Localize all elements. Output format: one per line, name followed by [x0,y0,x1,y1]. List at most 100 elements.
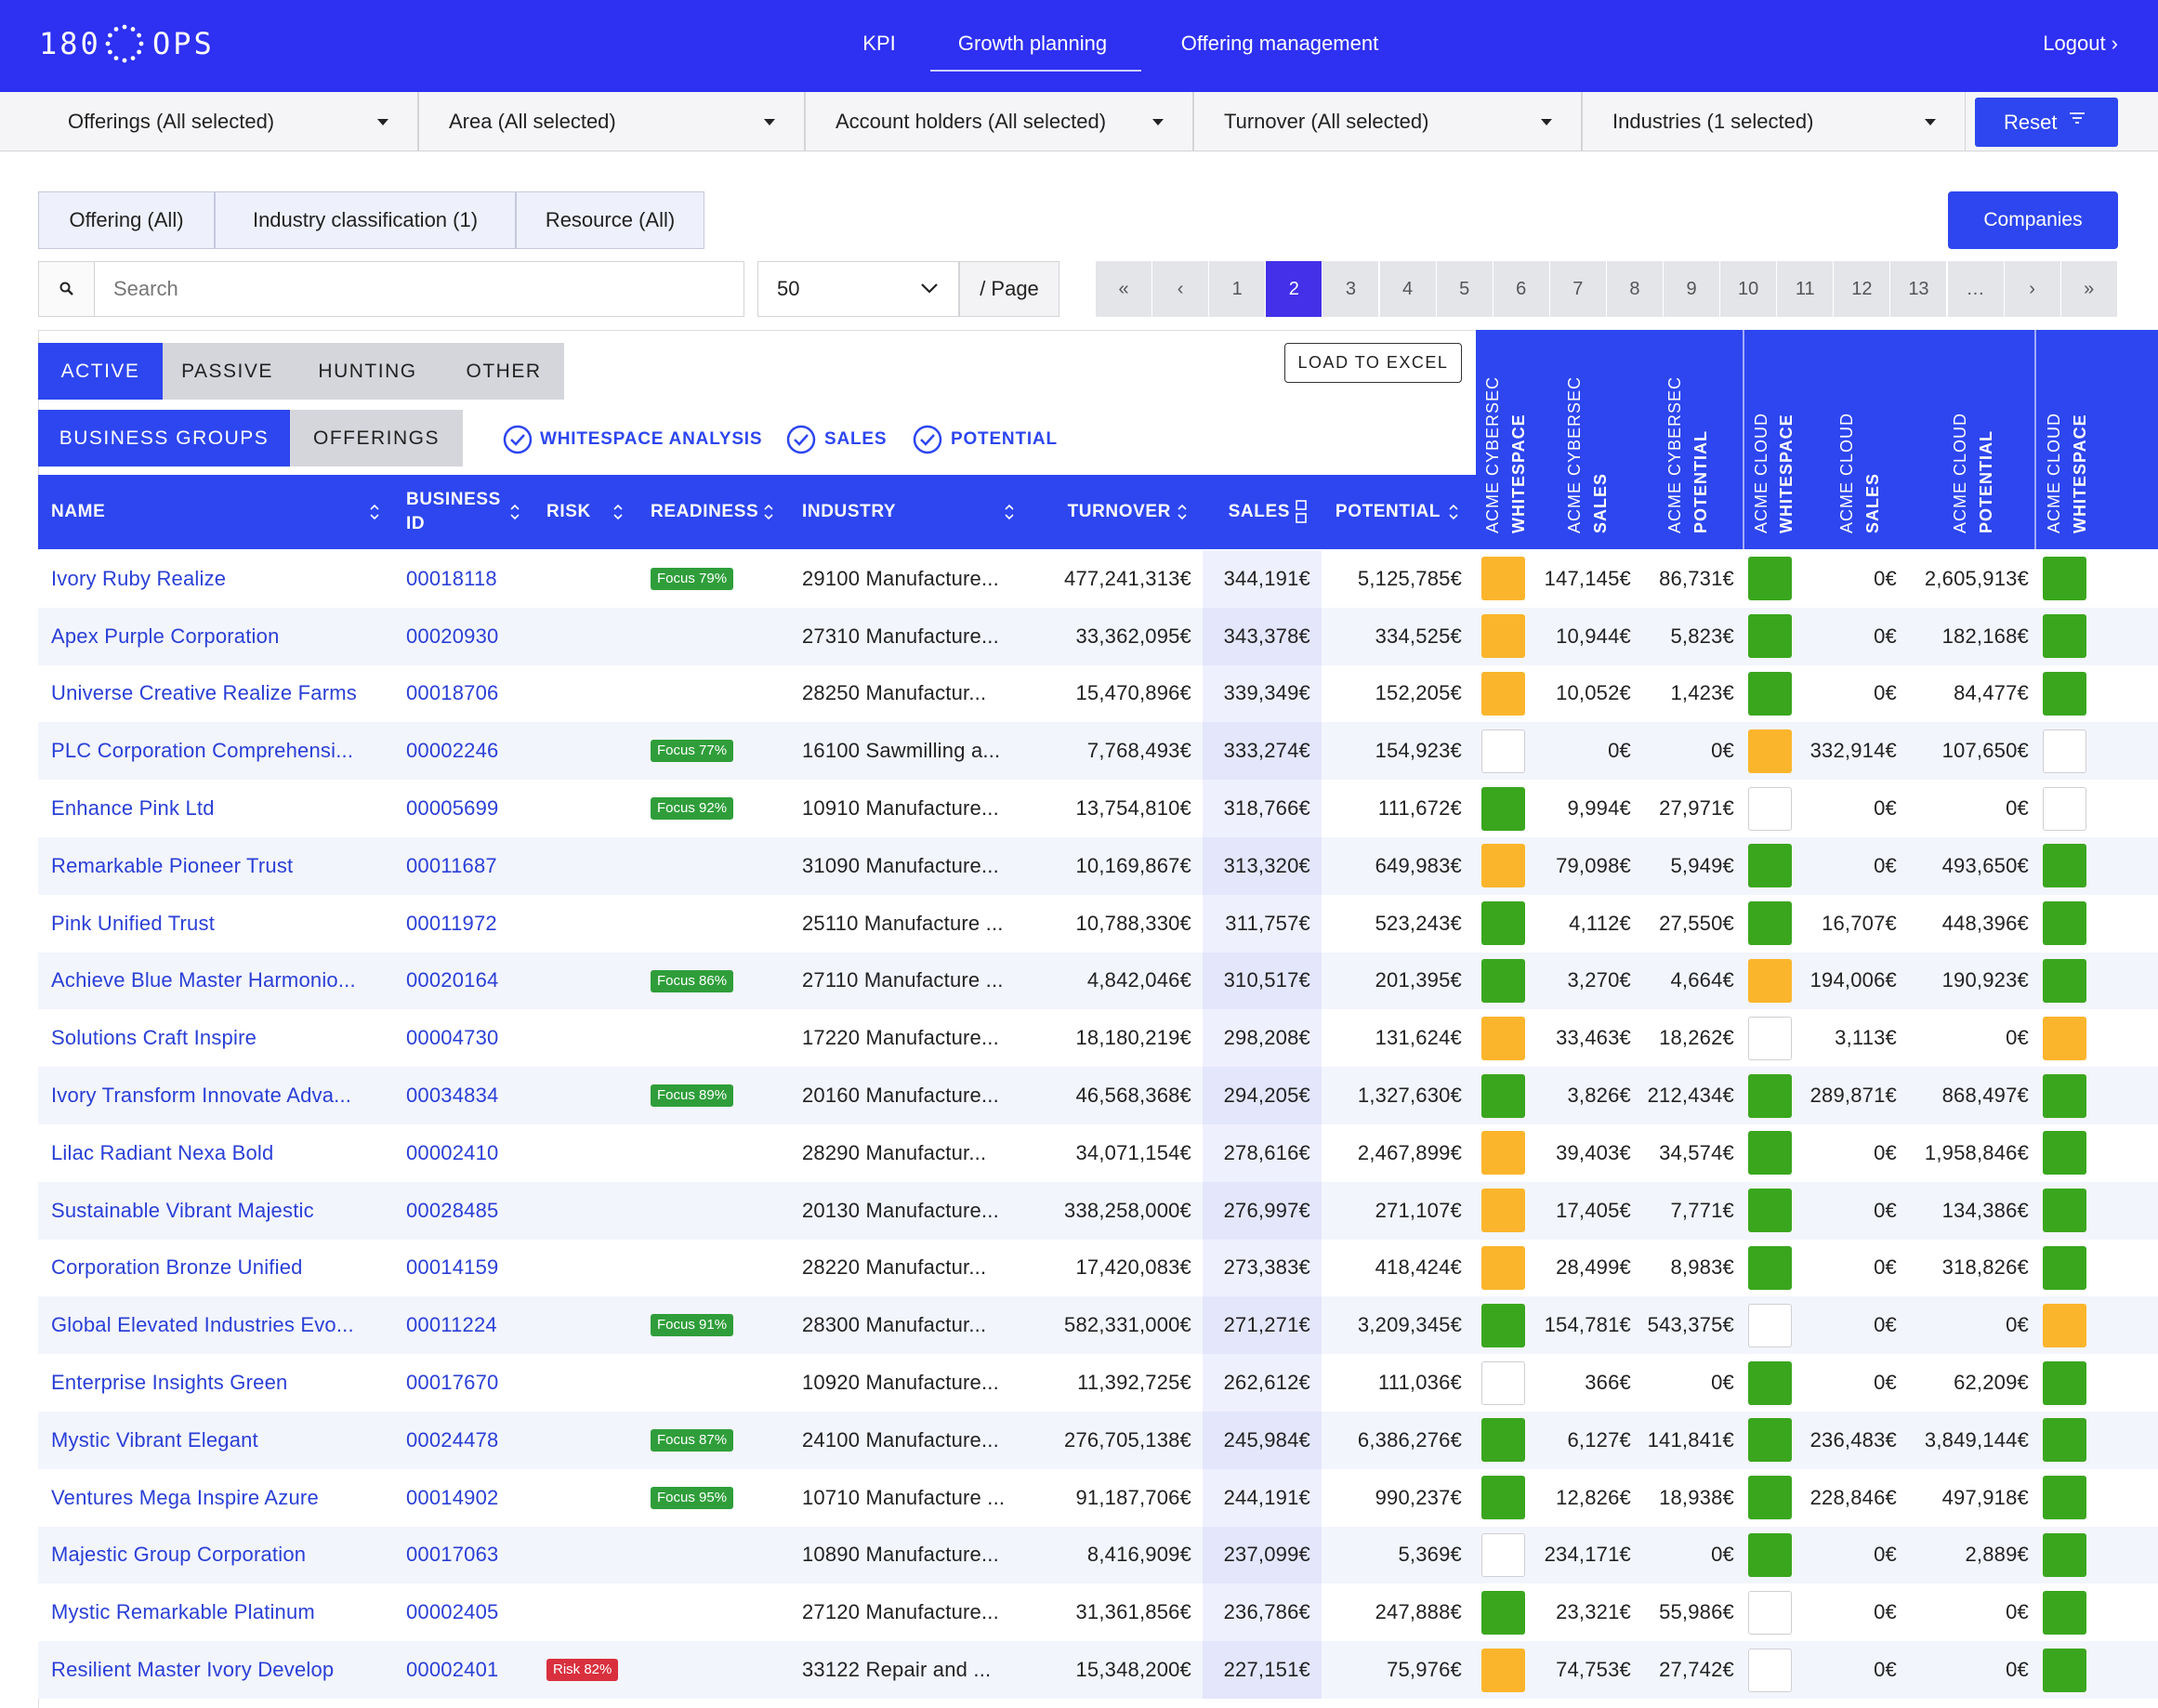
business-id[interactable]: 00004730 [406,1009,536,1067]
page-button[interactable]: 4 [1380,261,1437,317]
whitespace-box[interactable] [2043,901,2086,945]
logout[interactable]: Logout › [1932,25,2118,62]
page-button[interactable]: » [2061,261,2118,317]
toggle-label[interactable]: POTENTIAL [951,421,1230,458]
column-header[interactable]: SALES [1199,475,1290,549]
view-tab[interactable]: BUSINESS GROUPS [38,410,290,466]
page-button[interactable]: 1 [1209,261,1266,317]
company-name[interactable]: Achieve Blue Master Harmonio... [51,953,404,1010]
whitespace-box[interactable] [2043,1189,2086,1232]
whitespace-box[interactable] [2043,614,2086,658]
company-name[interactable]: Ventures Mega Inspire Azure [51,1469,404,1527]
whitespace-box[interactable] [2043,1017,2086,1060]
company-name[interactable]: Universe Creative Realize Farms [51,665,404,723]
whitespace-box[interactable] [2043,1246,2086,1290]
search-input[interactable]: Search [94,261,744,317]
page-button[interactable]: 13 [1890,261,1947,317]
business-id[interactable]: 00002405 [406,1583,536,1641]
business-id[interactable]: 00011224 [406,1296,536,1354]
whitespace-box[interactable] [2043,1361,2086,1405]
company-name[interactable]: Apex Purple Corporation [51,608,404,665]
page-button[interactable]: 10 [1720,261,1777,317]
company-name[interactable]: Ivory Transform Innovate Adva... [51,1067,404,1124]
company-name[interactable]: Ivory Ruby Realize [51,550,404,608]
whitespace-box[interactable] [2043,1591,2086,1635]
column-header[interactable]: INDUSTRY [802,475,988,549]
status-tab[interactable]: OTHER [443,343,564,400]
whitespace-box[interactable] [2043,787,2086,831]
company-name[interactable]: Majestic Group Corporation [51,1527,404,1584]
filter-dropdown[interactable]: Industries (1 selected) [1582,92,1966,151]
business-id[interactable]: 00017063 [406,1527,536,1584]
business-id[interactable]: 00018118 [406,550,536,608]
whitespace-box[interactable] [2043,1649,2086,1692]
page-button[interactable]: « [1096,261,1152,317]
company-name[interactable]: Sustainable Vibrant Majestic [51,1182,404,1240]
view-tab[interactable]: OFFERINGS [290,410,463,466]
company-name[interactable]: Corporation Bronze Unified [51,1240,404,1297]
filter-tab[interactable]: Industry classification (1) [215,191,516,249]
page-button[interactable]: ‹ [1152,261,1209,317]
whitespace-box[interactable] [2043,1533,2086,1577]
filter-dropdown[interactable]: Account holders (All selected) [805,92,1193,151]
whitespace-box[interactable] [2043,1131,2086,1175]
business-id[interactable]: 00018706 [406,665,536,723]
companies-button[interactable]: Companies [1948,191,2118,249]
page-button[interactable]: 12 [1834,261,1890,317]
filter-dropdown[interactable]: Turnover (All selected) [1193,92,1582,151]
business-id[interactable]: 00017670 [406,1354,536,1412]
business-id[interactable]: 00014159 [406,1240,536,1297]
reset-button[interactable]: Reset [1975,98,2118,147]
business-id[interactable]: 00002401 [406,1641,536,1699]
status-tab[interactable]: HUNTING [292,343,443,400]
business-id[interactable]: 00020164 [406,953,536,1010]
page-button[interactable]: 7 [1550,261,1607,317]
toggle-label[interactable]: WHITESPACE ANALYSIS [540,421,819,458]
column-header[interactable]: NAME [51,475,330,549]
whitespace-box[interactable] [2043,1476,2086,1519]
business-id[interactable]: 00011687 [406,837,536,895]
status-tab[interactable]: PASSIVE [163,343,292,400]
company-name[interactable]: Mystic Remarkable Platinum [51,1583,404,1641]
company-name[interactable]: PLC Corporation Comprehensi... [51,722,404,780]
whitespace-box[interactable] [2043,672,2086,716]
company-name[interactable]: Global Elevated Industries Evo... [51,1296,404,1354]
company-name[interactable]: Enterprise Insights Green [51,1354,404,1412]
company-name[interactable]: Lilac Radiant Nexa Bold [51,1124,404,1182]
company-name[interactable]: Pink Unified Trust [51,895,404,953]
company-name[interactable]: Mystic Vibrant Elegant [51,1412,404,1469]
status-tab[interactable]: ACTIVE [38,343,163,400]
page-button[interactable]: 9 [1664,261,1720,317]
page-button[interactable]: … [1948,261,2005,317]
filter-dropdown[interactable]: Offerings (All selected) [38,92,418,151]
whitespace-box[interactable] [2043,729,2086,773]
whitespace-box[interactable] [2043,1074,2086,1118]
business-id[interactable]: 00005699 [406,780,536,837]
whitespace-box[interactable] [2043,1418,2086,1462]
filter-dropdown[interactable]: Area (All selected) [418,92,805,151]
whitespace-box[interactable] [2043,1304,2086,1347]
page-button[interactable]: 5 [1437,261,1493,317]
page-button[interactable]: 6 [1493,261,1550,317]
filter-tab[interactable]: Resource (All) [516,191,704,249]
page-button[interactable]: 8 [1607,261,1664,317]
page-button[interactable]: 11 [1777,261,1834,317]
filter-tab[interactable]: Offering (All) [38,191,215,249]
whitespace-box[interactable] [2043,844,2086,887]
business-id[interactable]: 00002410 [406,1124,536,1182]
business-id[interactable]: 00028485 [406,1182,536,1240]
column-header[interactable]: TURNOVER [1022,475,1171,549]
page-button[interactable]: › [2005,261,2061,317]
business-id[interactable]: 00020930 [406,608,536,665]
page-button[interactable]: 3 [1322,261,1379,317]
business-id[interactable]: 00034834 [406,1067,536,1124]
business-id[interactable]: 00011972 [406,895,536,953]
business-id[interactable]: 00024478 [406,1412,536,1469]
company-name[interactable]: Solutions Craft Inspire [51,1009,404,1067]
whitespace-box[interactable] [2043,557,2086,600]
company-name[interactable]: Resilient Master Ivory Develop [51,1641,404,1699]
column-header[interactable]: RISK [546,475,621,549]
whitespace-box[interactable] [2043,959,2086,1003]
company-name[interactable]: Enhance Pink Ltd [51,780,404,837]
business-id[interactable]: 00014902 [406,1469,536,1527]
